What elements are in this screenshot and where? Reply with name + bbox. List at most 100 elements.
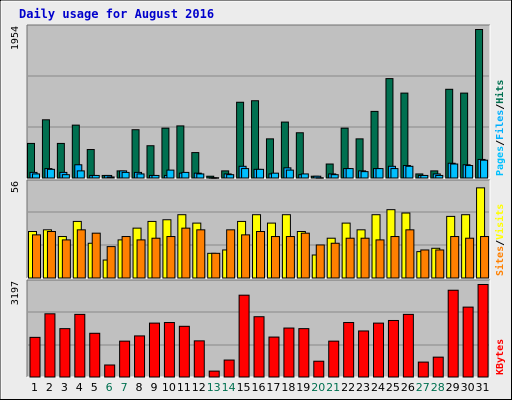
day-label-15: 15 <box>237 381 251 394</box>
kbytes-bar-day-19 <box>298 328 310 378</box>
day-label-27: 27 <box>416 381 430 394</box>
pages-bar-day-7 <box>121 171 130 179</box>
chart-title: Daily usage for August 2016 <box>19 7 214 21</box>
hits-files-pages-legend-part-3: Files <box>494 110 506 140</box>
hits-bar-day-19 <box>295 132 304 179</box>
pages-bar-day-21 <box>330 174 339 179</box>
kbytes-bar-day-2 <box>44 313 56 378</box>
hits-bar-day-11 <box>176 125 185 179</box>
pages-bar-day-18 <box>285 169 294 179</box>
day-label-16: 16 <box>252 381 266 394</box>
kbytes-bar-day-17 <box>268 336 280 378</box>
sites-bar-day-3 <box>61 239 71 279</box>
sites-bar-day-26 <box>405 229 415 279</box>
day-label-7: 7 <box>121 381 128 394</box>
day-label-4: 4 <box>76 381 83 394</box>
hits-bar-day-31 <box>475 29 484 179</box>
kbytes-bar-day-3 <box>59 328 71 378</box>
kbytes-bar-day-24 <box>373 322 385 378</box>
sites-bar-day-10 <box>166 236 176 279</box>
pages-bar-day-26 <box>405 165 414 179</box>
pages-bar-day-10 <box>166 169 175 179</box>
hits-files-pages-legend-part-2: / <box>495 140 506 146</box>
day-label-2: 2 <box>46 381 53 394</box>
visits-axis-max-label: 56 <box>10 181 21 193</box>
pages-bar-day-20 <box>315 177 324 179</box>
day-label-23: 23 <box>356 381 370 394</box>
kbytes-bar-day-25 <box>387 319 399 378</box>
sites-bar-day-31 <box>480 236 490 279</box>
kbytes-bar-day-16 <box>253 316 265 378</box>
sites-bar-day-8 <box>136 239 146 279</box>
kbytes-bar-day-14 <box>223 359 235 378</box>
day-label-9: 9 <box>150 381 157 394</box>
day-label-26: 26 <box>401 381 415 394</box>
sites-bar-day-13 <box>211 252 221 279</box>
sites-bar-day-2 <box>46 231 56 279</box>
sites-bar-day-7 <box>121 236 131 279</box>
hits-bar-day-25 <box>385 78 394 179</box>
day-label-30: 30 <box>461 381 475 394</box>
kbytes-bar-day-13 <box>208 370 220 378</box>
day-label-18: 18 <box>281 381 295 394</box>
sites-bar-day-9 <box>151 237 161 279</box>
hits-bar-day-5 <box>86 149 95 179</box>
kbytes-bar-day-9 <box>148 322 160 378</box>
day-label-25: 25 <box>386 381 400 394</box>
pages-bar-day-12 <box>196 173 205 179</box>
kbytes-bar-day-8 <box>134 335 146 378</box>
kbytes-bar-day-27 <box>417 361 429 378</box>
day-label-13: 13 <box>207 381 221 394</box>
sites-bar-day-23 <box>360 237 370 279</box>
day-label-10: 10 <box>162 381 176 394</box>
kbytes-axis-max-label: 3197 <box>10 281 21 305</box>
visits-sites-legend-part-3: Visits <box>494 204 506 240</box>
kbytes-bar-day-23 <box>358 330 370 378</box>
sites-bar-day-4 <box>76 229 86 279</box>
sites-bar-day-20 <box>315 244 325 279</box>
day-label-28: 28 <box>431 381 445 394</box>
kbytes-bar-day-21 <box>328 340 340 378</box>
kbytes-bar-day-11 <box>178 325 190 378</box>
kbytes-bar-day-1 <box>29 336 41 378</box>
day-label-19: 19 <box>296 381 310 394</box>
kbytes-bar-day-28 <box>432 356 444 378</box>
hits-bar-day-9 <box>146 145 155 179</box>
pages-bar-day-25 <box>390 168 399 179</box>
sites-bar-day-30 <box>465 237 475 279</box>
kbytes-bar-day-6 <box>104 364 116 378</box>
hits-files-pages-legend: Pages/Files/Hits <box>494 80 506 176</box>
sites-bar-day-27 <box>420 249 430 279</box>
sites-bar-day-28 <box>435 249 445 279</box>
day-label-3: 3 <box>61 381 68 394</box>
pages-bar-day-9 <box>151 174 160 179</box>
pages-bar-day-15 <box>241 168 250 179</box>
day-label-29: 29 <box>446 381 460 394</box>
sites-bar-day-5 <box>91 232 101 279</box>
hits-bar-day-16 <box>251 100 260 179</box>
kbytes-bar-day-22 <box>343 322 355 378</box>
day-label-5: 5 <box>91 381 98 394</box>
pages-bar-day-1 <box>32 173 40 179</box>
pages-bar-day-2 <box>46 168 55 179</box>
sites-bar-day-22 <box>345 237 355 279</box>
pages-bar-day-29 <box>450 163 459 179</box>
hits-bar-day-17 <box>265 138 274 179</box>
pages-bar-day-22 <box>345 168 354 179</box>
hits-files-pages-legend-part-4: / <box>495 104 506 110</box>
day-label-20: 20 <box>311 381 325 394</box>
sites-bar-day-19 <box>300 232 310 279</box>
day-label-31: 31 <box>476 381 490 394</box>
pages-bar-day-14 <box>226 174 235 179</box>
kbytes-legend-part-1: KBytes <box>495 339 506 375</box>
pages-bar-day-5 <box>91 174 100 179</box>
sites-bar-day-21 <box>330 242 340 279</box>
sites-bar-day-1 <box>32 234 41 279</box>
pages-bar-day-23 <box>360 171 369 179</box>
kbytes-bar-day-4 <box>74 313 86 378</box>
kbytes-bar-day-15 <box>238 294 250 378</box>
kbytes-bar-day-20 <box>313 360 325 378</box>
day-label-21: 21 <box>326 381 340 394</box>
